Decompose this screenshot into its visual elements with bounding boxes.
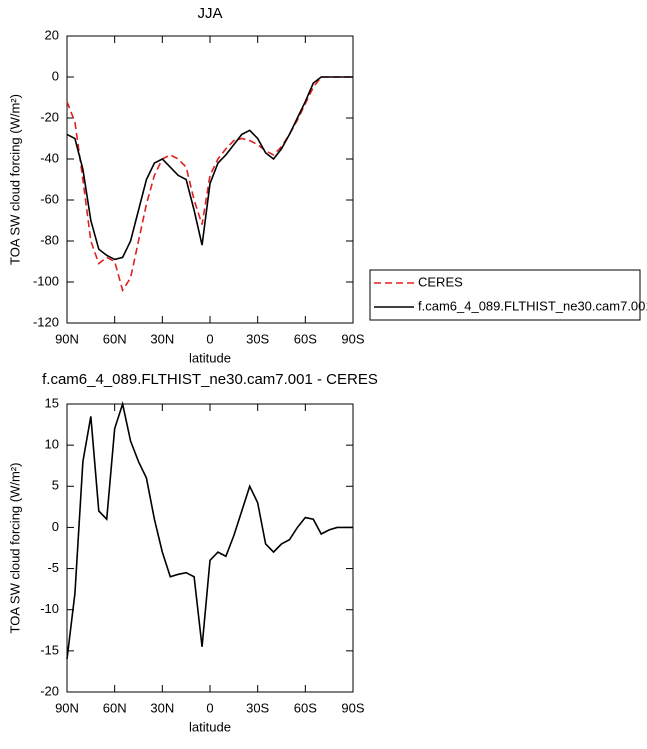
x-tick-label: 60S [294, 331, 317, 346]
plot-frame [66, 35, 354, 324]
x-tick-label: 30S [246, 700, 269, 715]
x-tick-label: 30N [150, 700, 174, 715]
x-tick-label: 60N [103, 331, 127, 346]
y-tick-label: -120 [33, 314, 59, 329]
x-tick-label: 30N [150, 331, 174, 346]
y-tick-label: -20 [40, 109, 59, 124]
y-tick-label: -60 [40, 191, 59, 206]
x-tick-label: 30S [246, 331, 269, 346]
legend-label: CERES [418, 274, 463, 289]
x-axis-label: latitude [189, 350, 231, 365]
y-tick-label: -40 [40, 150, 59, 165]
legend: CERES f.cam6_4_089.FLTHIST_ne30.cam7.001 [369, 269, 647, 321]
data-line [66, 400, 353, 660]
y-tick-label: -10 [40, 601, 59, 616]
y-tick-label: -5 [47, 560, 59, 575]
data-line [66, 76, 353, 261]
x-axis-label: latitude [189, 719, 231, 734]
x-tick-label: 60S [294, 700, 317, 715]
y-tick-label: 0 [52, 68, 59, 83]
y-tick-label: -20 [40, 683, 59, 698]
y-axis-label: TOA SW cloud forcing (W/m²) [7, 94, 22, 265]
data-line [66, 76, 353, 293]
x-tick-label: 90N [55, 331, 79, 346]
legend-label: f.cam6_4_089.FLTHIST_ne30.cam7.001 [418, 298, 647, 313]
y-tick-label: 20 [45, 27, 59, 42]
chart-title: f.cam6_4_089.FLTHIST_ne30.cam7.001 - CER… [42, 371, 378, 388]
x-tick-label: 90S [341, 700, 364, 715]
x-tick-label: 0 [206, 700, 213, 715]
chart-title: JJA [197, 5, 222, 22]
y-tick-label: 15 [45, 395, 59, 410]
y-tick-label: -80 [40, 232, 59, 247]
y-tick-label: 0 [52, 519, 59, 534]
y-axis-label: TOA SW cloud forcing (W/m²) [7, 463, 22, 634]
legend-box [369, 269, 641, 321]
y-tick-label: 5 [52, 478, 59, 493]
x-tick-label: 90N [55, 700, 79, 715]
x-tick-label: 0 [206, 331, 213, 346]
y-tick-label: -15 [40, 642, 59, 657]
plot-frame [66, 403, 354, 693]
x-tick-label: 90S [341, 331, 364, 346]
x-tick-label: 60N [103, 700, 127, 715]
y-tick-label: 10 [45, 437, 59, 452]
y-tick-label: -100 [33, 273, 59, 288]
